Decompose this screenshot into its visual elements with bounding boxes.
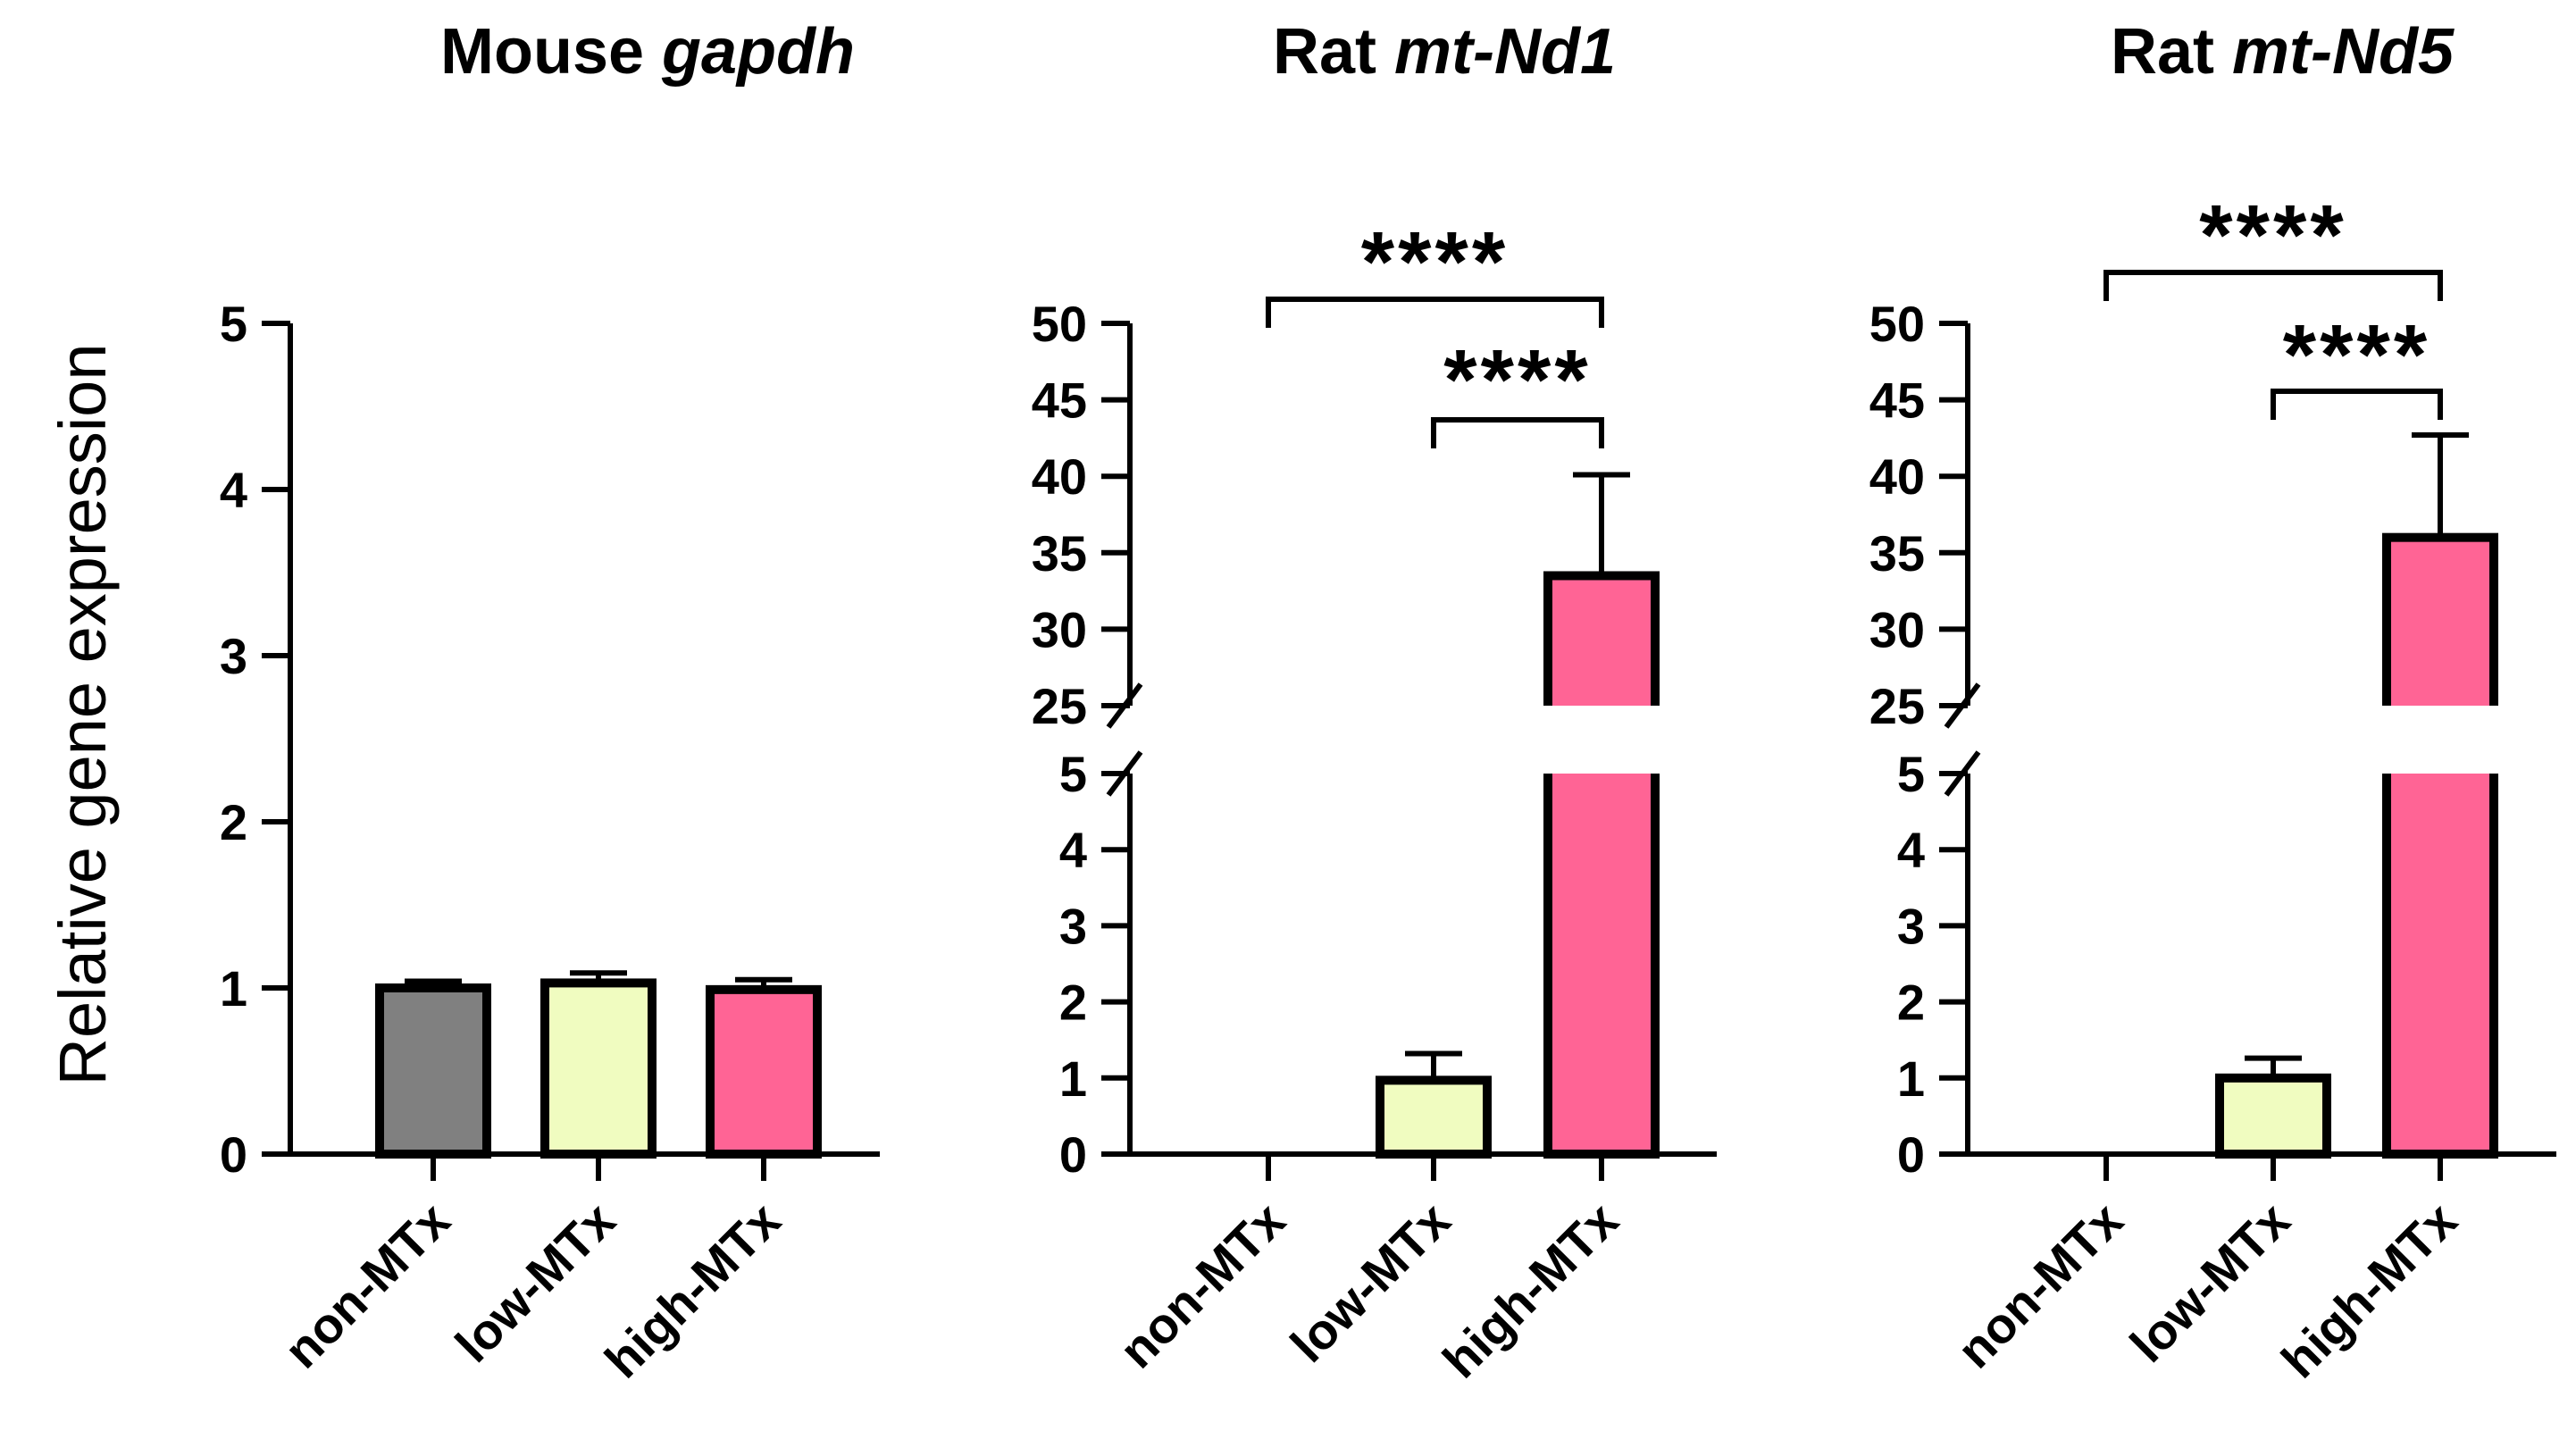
y-tick-label: 1 xyxy=(1897,1050,1925,1107)
panel-title: Rat mt-Nd1 xyxy=(1273,16,1616,88)
x-tick-label: high-MTx xyxy=(1432,1192,1628,1388)
bar-high-MTx xyxy=(2382,532,2498,1159)
y-tick-label: 25 xyxy=(1032,678,1087,734)
significance-label: **** xyxy=(1443,332,1591,428)
title-gene: mt-Nd5 xyxy=(2232,16,2455,88)
axis-break-gap xyxy=(1905,706,2556,774)
x-tick-label: non-MTx xyxy=(1108,1192,1296,1379)
panel-title: Mouse gapdh xyxy=(440,16,855,88)
axis-break-mark xyxy=(1944,750,1981,797)
significance-label: **** xyxy=(2283,307,2430,403)
y-axis-label: Relative gene expression xyxy=(46,344,120,1086)
panel-title: Rat mt-Nd5 xyxy=(2111,16,2455,88)
axis-break-mark xyxy=(1944,682,1981,729)
y-tick-label: 40 xyxy=(1869,448,1925,505)
axis-break-mark xyxy=(1106,750,1143,797)
y-tick-label: 35 xyxy=(1032,525,1087,582)
y-tick-label: 3 xyxy=(1897,898,1925,954)
y-tick-label: 3 xyxy=(1059,898,1087,954)
y-tick-label: 50 xyxy=(1032,296,1087,352)
bar-non-MTx xyxy=(375,983,491,1159)
significance-bracket xyxy=(2271,389,2443,420)
significance-bracket xyxy=(2103,270,2443,301)
y-tick-label: 5 xyxy=(220,296,247,352)
y-tick-label: 5 xyxy=(1897,746,1925,802)
x-tick-label: high-MTx xyxy=(594,1192,790,1388)
bar-low-MTx xyxy=(1376,1075,1492,1159)
x-tick-label: non-MTx xyxy=(1946,1192,2134,1379)
title-prefix: Rat xyxy=(1273,16,1394,88)
y-tick-label: 5 xyxy=(1059,746,1087,802)
bar-low-MTx xyxy=(2215,1073,2331,1159)
y-tick-label: 2 xyxy=(1059,975,1087,1031)
y-tick-label: 4 xyxy=(1059,822,1087,878)
y-tick-label: 45 xyxy=(1869,372,1925,429)
significance-label: **** xyxy=(1361,214,1509,310)
y-tick-label: 4 xyxy=(1897,822,1925,878)
y-tick-label: 2 xyxy=(220,794,247,850)
y-tick-label: 30 xyxy=(1869,601,1925,657)
y-tick-label: 40 xyxy=(1032,448,1087,505)
y-tick-label: 45 xyxy=(1032,372,1087,429)
x-tick-label: low-MTx xyxy=(1280,1192,1461,1373)
y-tick-label: 1 xyxy=(220,960,247,1017)
y-tick-label: 0 xyxy=(1897,1126,1925,1183)
y-tick-label: 4 xyxy=(220,462,247,518)
y-tick-label: 0 xyxy=(1059,1126,1087,1183)
y-tick-label: 3 xyxy=(220,628,247,684)
axis-break-mark xyxy=(1106,682,1143,729)
title-gene: mt-Nd1 xyxy=(1394,16,1616,88)
y-tick-label: 1 xyxy=(1059,1050,1087,1107)
significance-bracket xyxy=(1266,297,1604,328)
significance-bracket xyxy=(1431,417,1604,448)
y-tick-label: 30 xyxy=(1032,601,1087,657)
y-tick-label: 35 xyxy=(1869,525,1925,582)
axis-break-gap xyxy=(1067,706,1717,774)
panel-rat-mt-nd1: Rat mt-Nd1 non-MTxlow-MTxhigh-MTx0123452… xyxy=(1032,16,1717,1388)
title-gene: gapdh xyxy=(661,16,855,88)
title-prefix: Rat xyxy=(2111,16,2232,88)
x-tick-label: non-MTx xyxy=(273,1192,461,1379)
bar-high-MTx xyxy=(1543,571,1660,1159)
y-tick-label: 50 xyxy=(1869,296,1925,352)
bar-low-MTx xyxy=(540,978,657,1159)
y-tick-label: 0 xyxy=(220,1126,247,1183)
y-tick-label: 2 xyxy=(1897,975,1925,1031)
x-tick-label: high-MTx xyxy=(2271,1192,2467,1388)
significance-label: **** xyxy=(2199,188,2346,283)
title-prefix: Mouse xyxy=(440,16,662,88)
y-tick-label: 25 xyxy=(1869,678,1925,734)
panel-rat-mt-nd5: Rat mt-Nd5 non-MTxlow-MTxhigh-MTx0123452… xyxy=(1869,16,2556,1388)
bar-high-MTx xyxy=(706,984,822,1159)
